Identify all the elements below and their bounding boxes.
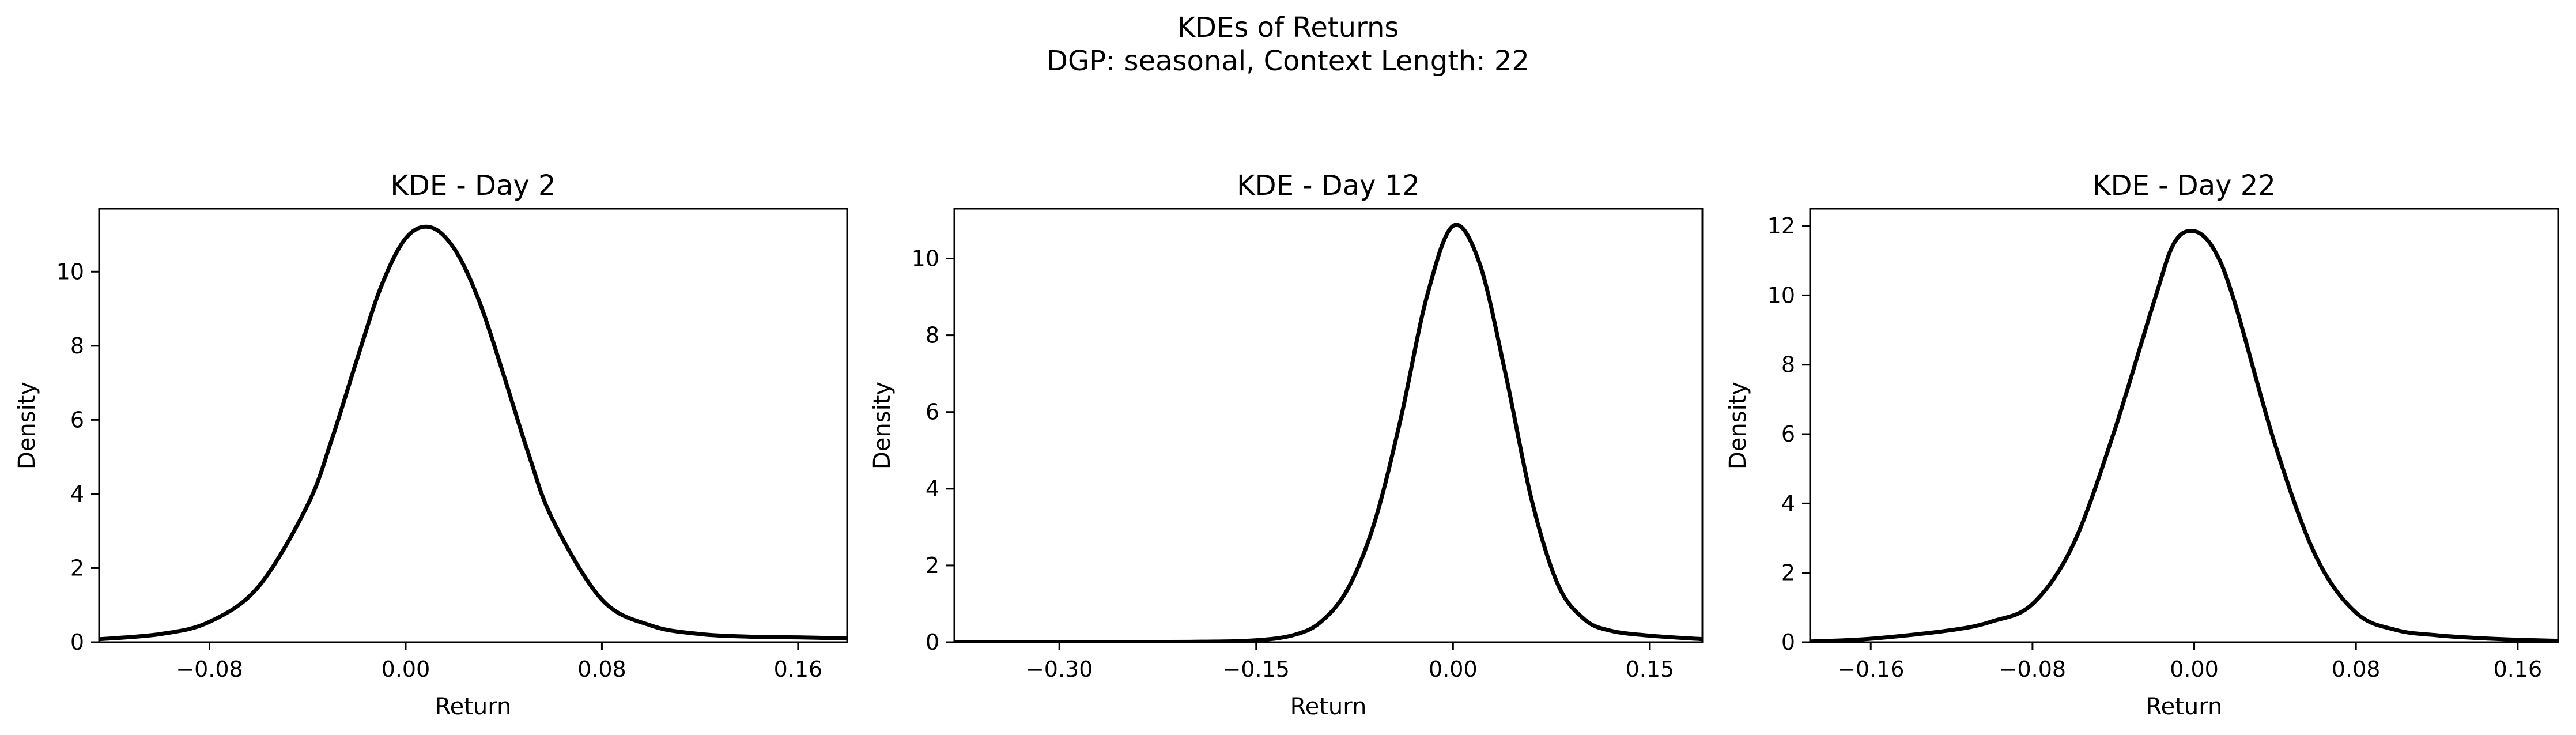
x-tick-label: −0.30 — [1026, 657, 1093, 682]
figure-suptitle-line1: KDEs of Returns — [1177, 12, 1399, 44]
subplot-3: −0.16 −0.08 0.00 0.08 0.16 0 2 4 6 8 10 12 KDE - Day… — [1725, 169, 2559, 720]
y-tick-label: 4 — [1781, 491, 1795, 516]
y-tick-label: 6 — [1781, 421, 1795, 447]
x-axis-label: Return — [435, 693, 512, 720]
y-tick-label: 6 — [926, 399, 939, 425]
y-axis-label: Density — [1725, 382, 1751, 469]
y-tick-label: 2 — [70, 555, 84, 581]
subplot-title: KDE - Day 22 — [2092, 169, 2276, 202]
x-axis-label: Return — [2146, 693, 2223, 720]
y-tick-label: 8 — [70, 333, 84, 359]
x-tick-label: 0.16 — [774, 657, 823, 682]
y-tick-label: 10 — [912, 246, 939, 272]
x-tick-label: −0.15 — [1223, 657, 1290, 682]
axes-frame — [98, 208, 848, 643]
y-tick-label: 8 — [1781, 352, 1795, 378]
y-axis-label: Density — [869, 382, 896, 469]
x-tick-label: 0.00 — [2170, 657, 2219, 682]
x-tick-label: 0.00 — [382, 657, 430, 682]
x-tick-label: −0.08 — [1999, 657, 2066, 682]
x-tick-label: 0.16 — [2494, 657, 2543, 682]
subplot-title: KDE - Day 2 — [390, 169, 556, 202]
y-tick-label: 10 — [56, 259, 84, 284]
subplot-title: KDE - Day 12 — [1237, 169, 1420, 202]
y-tick-label: 8 — [926, 323, 939, 348]
kde-line — [1810, 229, 2558, 642]
axes-frame — [953, 208, 1704, 643]
subplots: −0.08 0.00 0.08 0.16 0 2 4 6 8 10 KDE - Day 2 Retur… — [14, 169, 2559, 720]
x-tick-label: −0.08 — [176, 657, 243, 682]
y-tick-label: 10 — [1767, 282, 1795, 308]
x-axis-label: Return — [1290, 693, 1367, 720]
subplot-2: −0.30 −0.15 0.00 0.15 0 2 4 6 8 10 KDE - Day 12 Ret… — [869, 169, 1704, 720]
figure-suptitle-line2: DGP: seasonal, Context Length: 22 — [1047, 45, 1529, 77]
axes-frame — [1809, 208, 2559, 643]
x-tick-label: 0.00 — [1429, 657, 1478, 682]
subplot-1: −0.08 0.00 0.08 0.16 0 2 4 6 8 10 KDE - Day 2 Retur… — [14, 169, 848, 720]
y-axis-label: Density — [14, 382, 40, 469]
y-tick-label: 4 — [926, 476, 939, 502]
y-tick-label: 4 — [70, 481, 84, 507]
x-tick-label: 0.08 — [2332, 657, 2381, 682]
y-tick-label: 0 — [70, 630, 84, 655]
y-tick-label: 6 — [70, 407, 84, 432]
kde-line — [99, 224, 847, 642]
x-tick-label: 0.15 — [1626, 657, 1675, 682]
x-tick-label: 0.08 — [577, 657, 626, 682]
y-tick-label: 2 — [1781, 560, 1795, 586]
y-tick-label: 2 — [926, 553, 939, 578]
x-tick-label: −0.16 — [1837, 657, 1904, 682]
y-tick-label: 0 — [926, 630, 939, 655]
y-tick-label: 0 — [1781, 630, 1795, 655]
y-tick-label: 12 — [1767, 213, 1795, 239]
